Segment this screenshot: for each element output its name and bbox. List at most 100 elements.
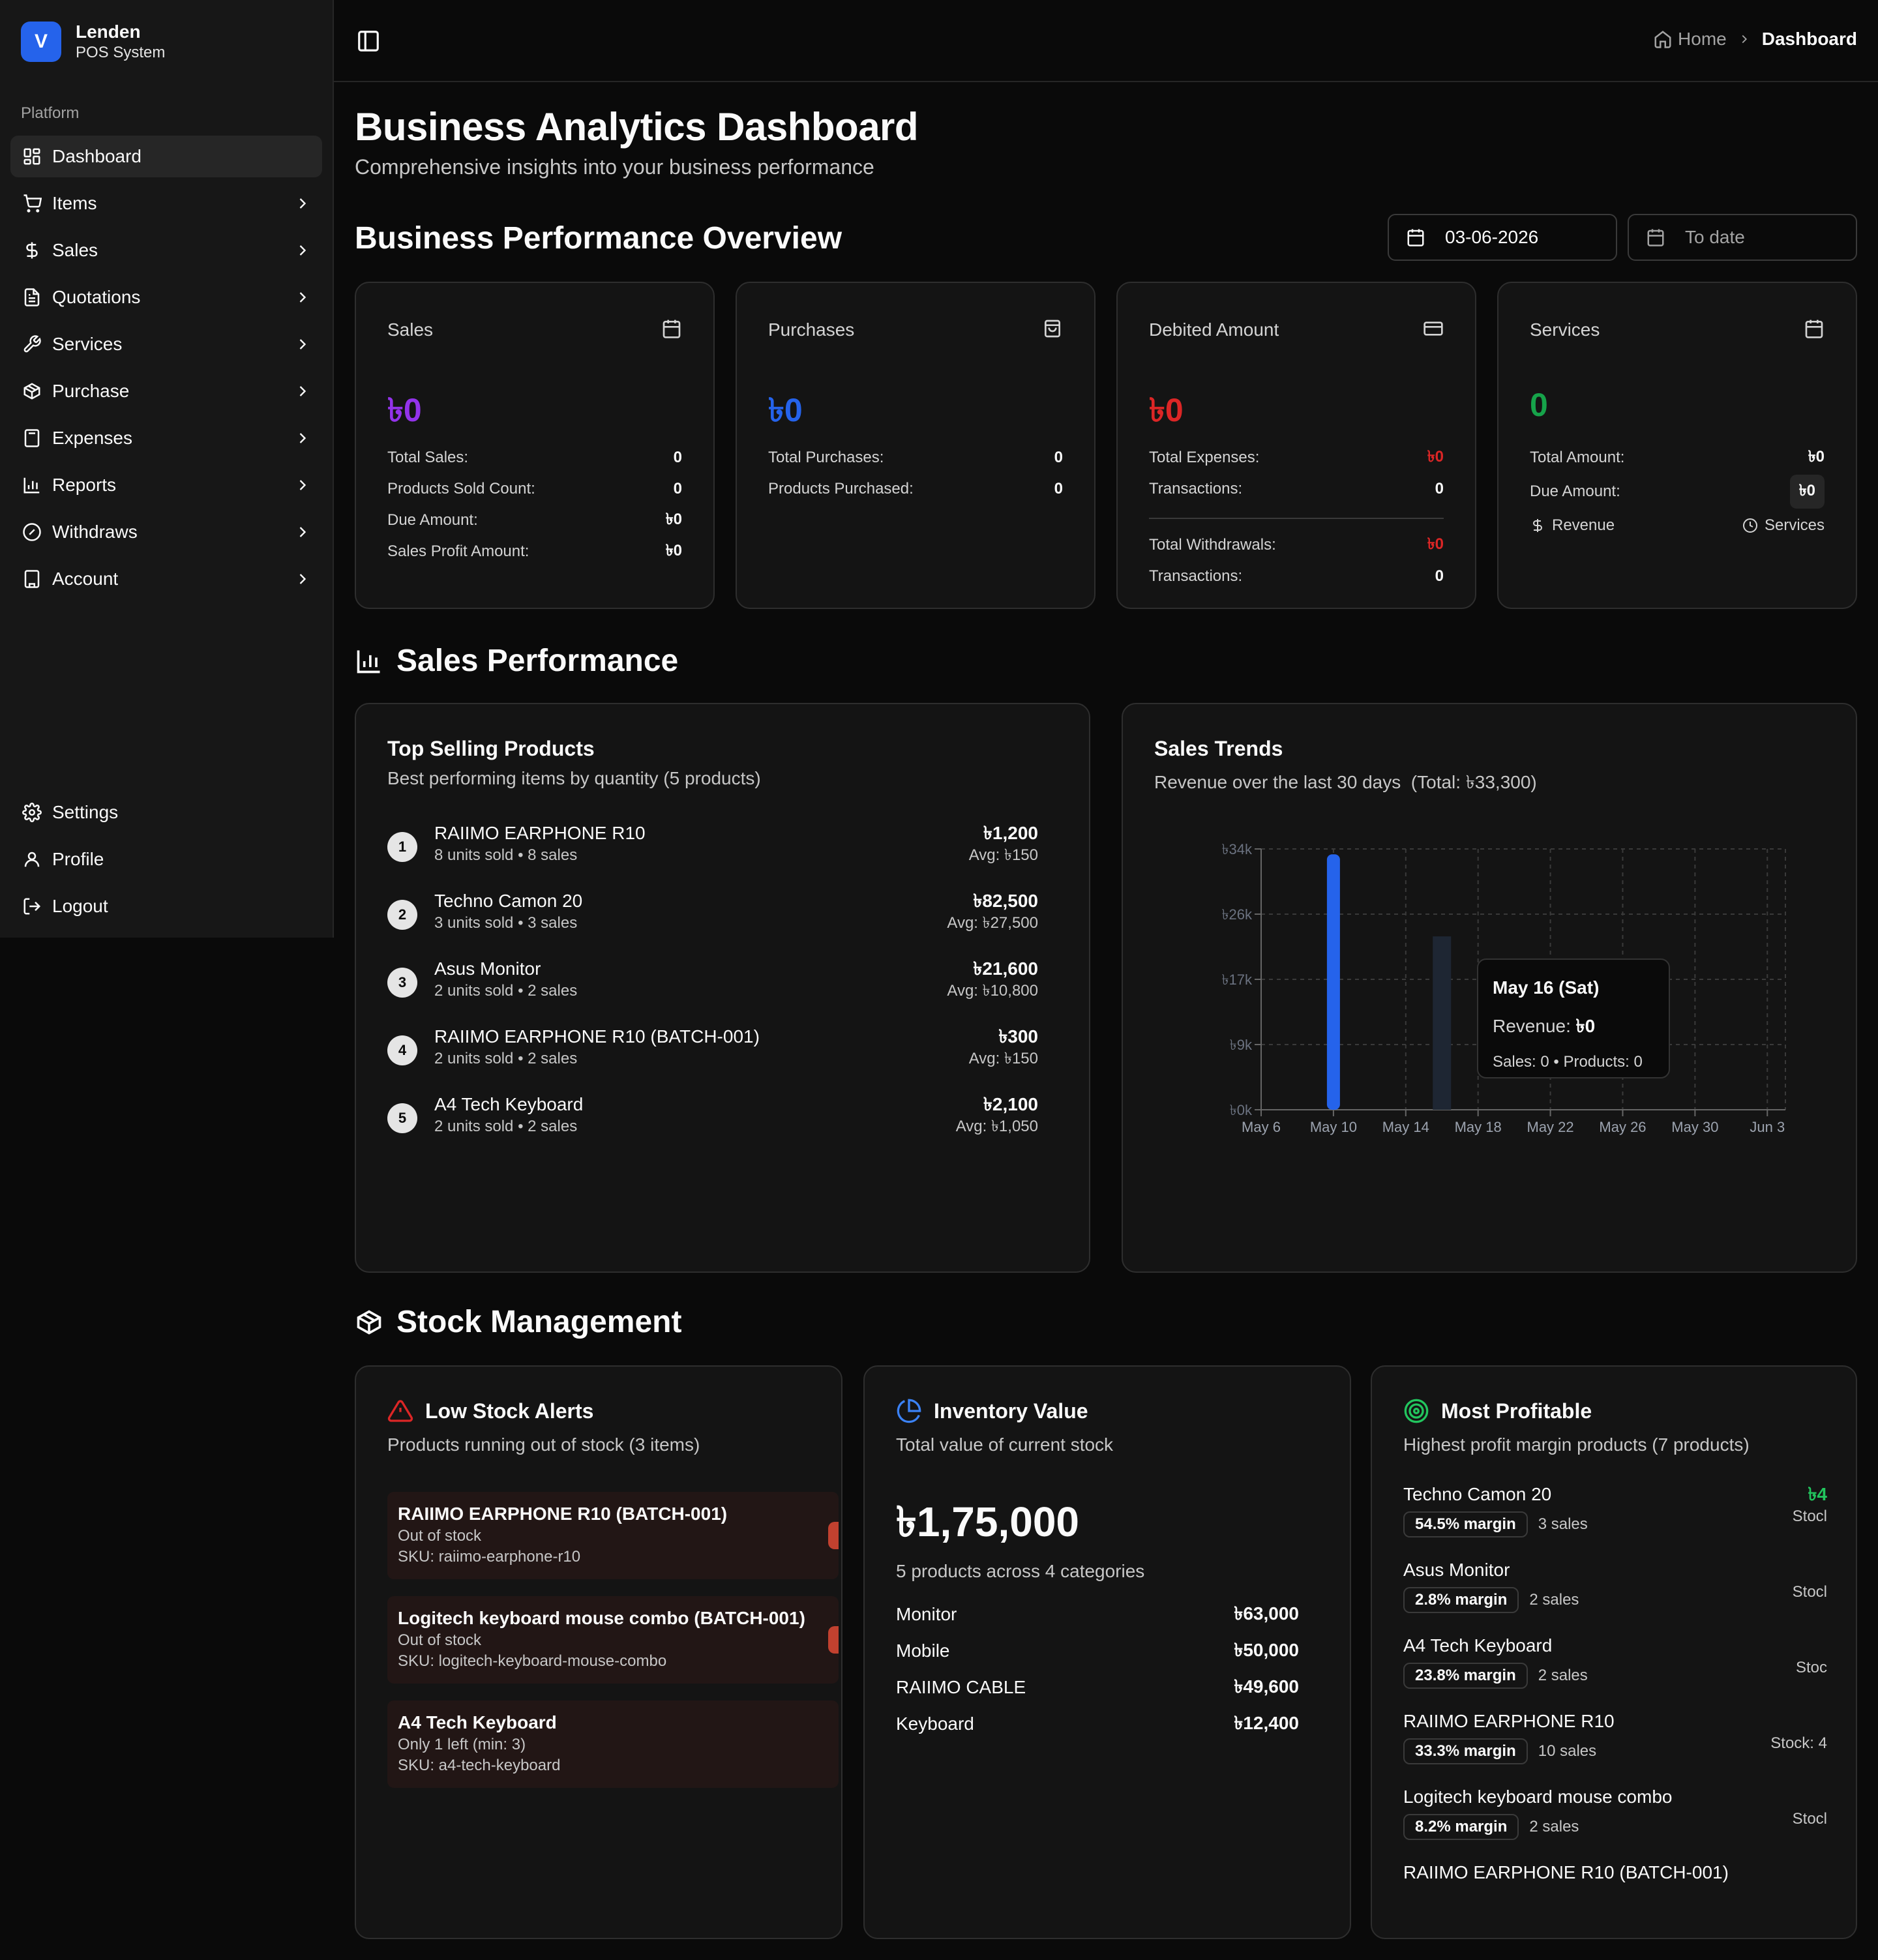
stat-label: Sales Profit Amount:	[387, 542, 529, 560]
card-subtitle: Products running out of stock (3 items)	[387, 1434, 700, 1455]
list-item: Monitor ৳63,000	[896, 1596, 1299, 1633]
stat-row: Due Amount: ৳0	[387, 505, 682, 536]
sidebar-toggle-icon[interactable]	[356, 29, 381, 53]
y-tick-label: ৳9k	[1230, 1037, 1253, 1053]
stat-value: 0	[1054, 480, 1063, 497]
sidebar-item-logout[interactable]: Logout	[10, 885, 322, 927]
revenue-link[interactable]: Revenue	[1530, 516, 1615, 535]
x-tick-label: May 26	[1599, 1119, 1646, 1135]
product-name: RAIIMO EARPHONE R10	[434, 823, 646, 843]
sales-trends-card: Sales Trends Revenue over the last 30 da…	[1122, 703, 1857, 1273]
services-link[interactable]: Services	[1742, 516, 1825, 535]
x-tick-label: May 22	[1527, 1119, 1574, 1135]
date-from-input[interactable]: 03-06-2026	[1388, 214, 1617, 261]
card-subtitle: Revenue over the last 30 days (Total: ৳3…	[1154, 768, 1537, 799]
product-name: Asus Monitor	[434, 958, 541, 979]
rank-badge: 3	[387, 968, 417, 998]
product-meta: 2 units sold • 2 sales	[434, 1118, 578, 1135]
sidebar-item-label: Items	[52, 193, 97, 213]
chevron-right-icon	[299, 527, 306, 537]
list-item[interactable]: Asus Monitor 2.8% margin 2 sales Stocl	[1403, 1558, 1827, 1634]
alert-status: Out of stock	[398, 1527, 482, 1545]
services-card: Services 0 Total Amount: ৳0 Due Amount: ৳0…	[1497, 282, 1857, 609]
clock-icon	[1742, 518, 1757, 533]
sidebar-item-label: Settings	[52, 802, 119, 822]
chart-total: (Total: ৳33,300)	[1410, 772, 1537, 792]
product-average: Avg: ৳150	[968, 846, 1038, 864]
list-item[interactable]: 2 Techno Camon 20 3 units sold • 3 sales …	[387, 889, 1038, 957]
low-stock-item[interactable]: A4 Tech Keyboard Only 1 left (min: 3) SK…	[387, 1700, 839, 1788]
sidebar-item-dashboard[interactable]: Dashboard	[10, 136, 322, 177]
alert-product-name: RAIIMO EARPHONE R10 (BATCH-001)	[398, 1504, 728, 1524]
low-stock-item[interactable]: RAIIMO EARPHONE R10 (BATCH-001) Out of s…	[387, 1492, 839, 1579]
breadcrumb: Home Dashboard	[1653, 29, 1857, 50]
sidebar-item-profile[interactable]: Profile	[10, 839, 322, 880]
margin-badge: 8.2% margin	[1403, 1814, 1519, 1840]
sidebar-item-account[interactable]: Account	[10, 558, 322, 600]
sidebar-item-label: Quotations	[52, 287, 141, 307]
y-tick-label: ৳26k	[1222, 906, 1253, 923]
alert-product-name: A4 Tech Keyboard	[398, 1712, 557, 1732]
date-to-input[interactable]: To date	[1628, 214, 1857, 261]
hover-highlight	[1433, 936, 1452, 1110]
list-item[interactable]: Logitech keyboard mouse combo 8.2% margi…	[1403, 1785, 1827, 1861]
stat-label: Total Sales:	[387, 449, 469, 466]
sidebar-item-withdraws[interactable]: Withdraws	[10, 511, 322, 553]
due-amount-badge: ৳0	[1789, 475, 1825, 509]
x-tick-label: May 18	[1455, 1119, 1502, 1135]
profit-value: ৳4	[1808, 1484, 1827, 1504]
sidebar-item-items[interactable]: Items	[10, 183, 322, 224]
stat-value: ৳0	[1427, 535, 1444, 553]
sidebar-item-label: Purchase	[52, 381, 130, 401]
sidebar-item-label: Account	[52, 569, 119, 589]
inventory-category-list: Monitor ৳63,000 Mobile ৳50,000 RAIIMO CABL…	[896, 1596, 1299, 1742]
breadcrumb-home[interactable]: Home	[1653, 29, 1727, 50]
cart-icon	[21, 192, 43, 215]
list-item[interactable]: RAIIMO EARPHONE R10 (BATCH-001)	[1403, 1861, 1827, 1937]
sales-trend-chart[interactable]: ৳0k ৳9k ৳17k ৳26k ৳34k May 6 May 10 May 14 May 1…	[1123, 704, 1858, 1274]
most-profitable-card: Most Profitable Highest profit margin pr…	[1371, 1365, 1857, 1939]
card-title: Low Stock Alerts	[425, 1399, 594, 1423]
sidebar: V Lenden POS System Platform Dashboard I…	[0, 0, 334, 938]
services-total-value: 0	[1530, 387, 1548, 423]
sidebar-item-expenses[interactable]: Expenses	[10, 417, 322, 459]
list-item[interactable]: 3 Asus Monitor 2 units sold • 2 sales ৳21…	[387, 957, 1038, 1025]
sidebar-item-purchase[interactable]: Purchase	[10, 370, 322, 412]
sidebar-item-label: Logout	[52, 896, 108, 916]
brand[interactable]: V Lenden POS System	[21, 21, 165, 63]
sales-count: 2 sales	[1538, 1667, 1588, 1684]
section-title: Sales Performance	[396, 644, 679, 678]
card-title: Sales	[387, 319, 434, 340]
stat-row: Total Sales: 0	[387, 442, 682, 473]
purchases-total-value: ৳0	[768, 392, 803, 428]
product-name: RAIIMO EARPHONE R10	[1403, 1711, 1615, 1731]
list-item[interactable]: RAIIMO EARPHONE R10 33.3% margin 10 sales…	[1403, 1710, 1827, 1785]
product-average: Avg: ৳150	[968, 1050, 1038, 1067]
low-stock-item[interactable]: Logitech keyboard mouse combo (BATCH-001…	[387, 1596, 839, 1684]
card-title: Purchases	[768, 319, 855, 340]
sidebar-item-services[interactable]: Services	[10, 323, 322, 365]
sidebar-item-label: Reports	[52, 475, 117, 495]
sidebar-item-reports[interactable]: Reports	[10, 464, 322, 506]
list-item[interactable]: 4 RAIIMO EARPHONE R10 (BATCH-001) 2 units…	[387, 1025, 1038, 1093]
sidebar-item-settings[interactable]: Settings	[10, 792, 322, 833]
list-item[interactable]: 1 RAIIMO EARPHONE R10 8 units sold • 8 sa…	[387, 822, 1038, 889]
sidebar-item-label: Expenses	[52, 428, 132, 448]
inventory-summary: 5 products across 4 categories	[896, 1561, 1145, 1581]
sidebar-item-sales[interactable]: Sales	[10, 230, 322, 271]
product-name: A4 Tech Keyboard	[1403, 1635, 1553, 1656]
calculator-icon	[21, 427, 43, 449]
product-amount: ৳82,500	[973, 891, 1038, 911]
bar-chart-icon	[21, 474, 43, 496]
stock-label: Stock: 4	[1770, 1734, 1827, 1752]
list-item[interactable]: 5 A4 Tech Keyboard 2 units sold • 2 sales…	[387, 1093, 1038, 1161]
product-name: Asus Monitor	[1403, 1560, 1510, 1580]
list-item[interactable]: A4 Tech Keyboard 23.8% margin 2 sales Sto…	[1403, 1634, 1827, 1710]
x-tick-label: May 30	[1671, 1119, 1718, 1135]
sidebar-item-quotations[interactable]: Quotations	[10, 276, 322, 318]
stat-row: Total Purchases: 0	[768, 442, 1063, 473]
circle-slash-icon	[21, 521, 43, 543]
sales-card: Sales ৳0 Total Sales: 0 Products Sold Cou…	[355, 282, 715, 609]
page-title: Business Analytics Dashboard	[355, 105, 919, 149]
list-item[interactable]: Techno Camon 20 54.5% margin 3 sales ৳4 St…	[1403, 1483, 1827, 1558]
